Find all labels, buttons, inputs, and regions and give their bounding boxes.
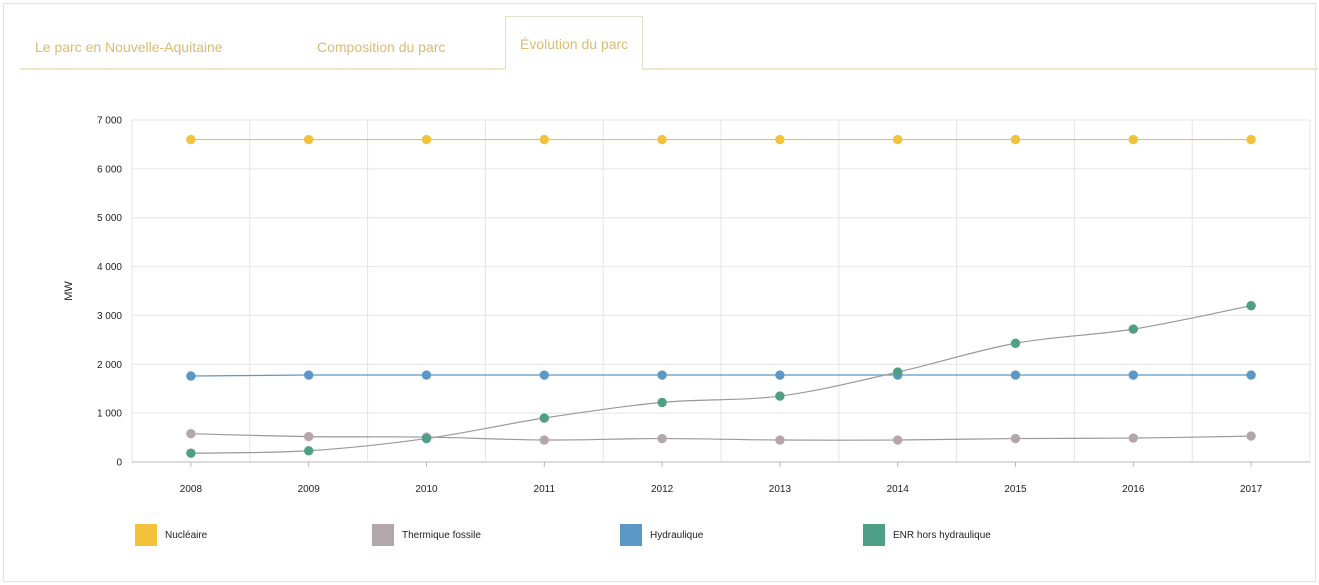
x-tick-label: 2012 [651,484,674,495]
data-point-nucleaire [304,134,314,145]
data-point-nucleaire [539,134,549,145]
data-point-nucleaire [1246,134,1256,145]
data-point-thermique-fossile [1246,431,1256,441]
data-point-enr-hors-hydraulique [775,391,785,401]
data-point-thermique-fossile [775,435,785,445]
data-point-thermique-fossile [893,435,903,445]
data-point-thermique-fossile [186,428,196,439]
data-point-thermique-fossile [1128,433,1139,443]
tab-le-parc[interactable]: Le parc en Nouvelle-Aquitaine [35,39,223,55]
legend-swatch [863,524,885,546]
series-line-thermique-fossile [190,433,1252,441]
data-point-thermique-fossile [657,433,667,444]
data-point-nucleaire [1128,134,1139,145]
legend-label: ENR hors hydraulique [893,529,991,541]
data-point-nucleaire [657,134,667,145]
y-axis-label: MW [63,281,75,301]
data-point-hydraulique [304,370,314,380]
x-tick-label: 2008 [180,484,203,495]
y-tick-label: 4 000 [97,262,122,273]
x-tick-label: 2013 [769,484,792,495]
y-tick-label: 3 000 [97,311,122,322]
tab-bar: Le parc en Nouvelle-Aquitaine Compositio… [20,16,1318,70]
y-tick-label: 0 [116,458,122,469]
y-tick-label: 2 000 [97,360,122,371]
data-point-enr-hors-hydraulique [421,433,432,444]
x-tick-label: 2017 [1240,484,1263,495]
legend-swatch [620,524,642,546]
x-tick-label: 2009 [298,484,321,495]
legend-label: Thermique fossile [402,529,481,541]
data-point-hydraulique [775,370,785,380]
data-point-nucleaire [1010,134,1021,145]
legend-swatch [135,524,157,546]
data-point-hydraulique [186,371,196,381]
y-tick-label: 7 000 [97,116,122,127]
legend-item-hydraulique[interactable]: Hydraulique [620,523,703,547]
data-point-enr-hors-hydraulique [186,448,196,458]
legend-item-nucleaire[interactable]: Nucléaire [135,523,207,547]
legend-label: Nucléaire [165,529,208,541]
tab-evolution[interactable]: Évolution du parc [505,16,644,70]
legend-item-thermique-fossile[interactable]: Thermique fossile [372,523,481,547]
y-tick-label: 6 000 [97,164,122,175]
data-point-enr-hors-hydraulique [893,367,903,377]
series-line-enr-hors-hydraulique [190,305,1252,454]
x-tick-label: 2010 [415,484,438,495]
data-point-enr-hors-hydraulique [1246,300,1256,311]
x-tick-label: 2016 [1122,484,1145,495]
y-tick-label: 5 000 [97,213,122,224]
legend-swatch [372,524,394,546]
data-point-hydraulique [421,370,432,380]
tab-composition[interactable]: Composition du parc [317,39,446,55]
data-point-nucleaire [775,134,785,145]
data-point-hydraulique [657,370,667,380]
legend-item-enr-hors-hydraulique[interactable]: ENR hors hydraulique [863,523,991,547]
chart-panel [3,3,1316,582]
data-point-enr-hors-hydraulique [539,413,549,423]
data-point-hydraulique [1128,370,1139,380]
data-point-enr-hors-hydraulique [1010,338,1021,348]
x-tick-label: 2014 [887,484,910,495]
data-point-nucleaire [893,134,903,145]
data-point-hydraulique [1246,370,1256,380]
data-point-enr-hors-hydraulique [1128,324,1139,334]
y-tick-label: 1 000 [97,409,122,420]
series-line-hydraulique [190,374,1252,377]
data-point-nucleaire [421,134,432,145]
data-point-hydraulique [1010,370,1021,380]
data-point-hydraulique [539,370,549,380]
data-point-thermique-fossile [304,431,314,442]
x-tick-label: 2015 [1004,484,1027,495]
data-point-enr-hors-hydraulique [657,397,667,408]
data-point-enr-hors-hydraulique [304,446,314,456]
data-point-thermique-fossile [1010,433,1021,444]
x-tick-label: 2011 [534,484,556,495]
data-point-nucleaire [186,134,196,145]
legend-label: Hydraulique [650,529,704,541]
data-point-thermique-fossile [539,435,549,445]
